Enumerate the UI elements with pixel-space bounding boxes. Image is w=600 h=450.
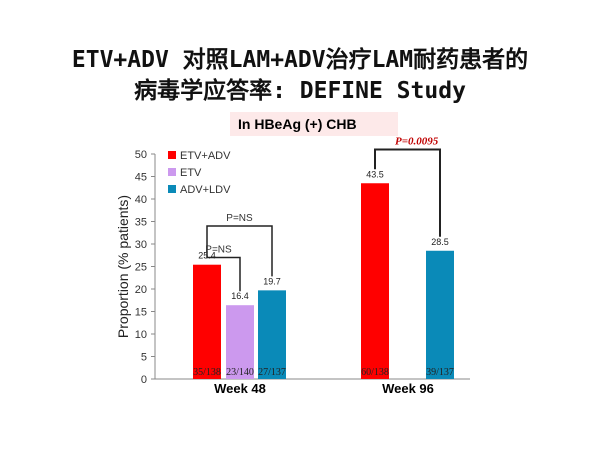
legend-swatch bbox=[168, 151, 176, 159]
significance-bracket bbox=[374, 148, 441, 237]
bar-value-label: 28.5 bbox=[431, 237, 449, 247]
chart-subtitle: In HBeAg (+) CHB bbox=[230, 112, 398, 136]
y-tick-label: 50 bbox=[135, 149, 147, 161]
bar-count-label: 27/137 bbox=[258, 367, 286, 378]
y-tick-label: 25 bbox=[135, 262, 147, 274]
significance-bracket bbox=[206, 250, 241, 292]
legend-label: ETV bbox=[180, 167, 202, 179]
bar-etv-adv-week-96 bbox=[361, 183, 389, 379]
bar-count-label: 35/138 bbox=[193, 367, 221, 378]
y-tick-label: 5 bbox=[141, 352, 147, 364]
y-tick-label: 30 bbox=[135, 239, 147, 251]
bar-count-label: 23/140 bbox=[226, 367, 254, 378]
y-tick-label: 0 bbox=[141, 374, 147, 386]
bar-adv-ldv-week-96 bbox=[426, 250, 454, 379]
chart-legend: ETV+ADV ETV ADV+LDV bbox=[168, 150, 231, 196]
legend-swatch bbox=[168, 185, 176, 193]
y-tick-label: 15 bbox=[135, 307, 147, 319]
bar-value-label: 16.4 bbox=[231, 291, 249, 301]
legend-label: ETV+ADV bbox=[180, 150, 231, 162]
legend-swatch bbox=[168, 168, 176, 176]
legend-label: ADV+LDV bbox=[180, 184, 231, 196]
p-value-label: P=NS bbox=[205, 245, 232, 256]
y-axis-label: Proportion (% patients) bbox=[115, 195, 131, 338]
bar-series bbox=[193, 183, 454, 379]
y-tick-label: 20 bbox=[135, 284, 147, 296]
y-tick-label: 10 bbox=[135, 329, 147, 341]
bar-adv-ldv-week-48 bbox=[258, 290, 286, 379]
x-group-label: Week 48 bbox=[214, 381, 266, 396]
p-value-label: P=NS bbox=[226, 213, 253, 224]
slide-title-line-2: 病毒学应答率: DEFINE Study bbox=[134, 78, 466, 104]
bar-count-label: 60/138 bbox=[361, 367, 389, 378]
slide-title-line-1: ETV+ADV 对照LAM+ADV治疗LAM耐药患者的 bbox=[71, 47, 529, 73]
bar-count-label: 39/137 bbox=[426, 367, 454, 378]
x-axis-group-labels: Week 48 Week 96 bbox=[214, 381, 434, 396]
bar-etv-week-48 bbox=[226, 305, 254, 379]
bar-etv-adv-week-48 bbox=[193, 264, 221, 379]
y-tick-label: 35 bbox=[135, 217, 147, 229]
p-value-label: P=0.0095 bbox=[395, 136, 439, 148]
y-axis-ticks: 0 5 10 15 20 25 30 35 40 45 50 bbox=[135, 149, 155, 386]
significance-brackets: P=NS P=NS P=0.0095 bbox=[205, 136, 441, 292]
bar-value-label: 19.7 bbox=[263, 276, 281, 286]
x-group-label: Week 96 bbox=[382, 381, 434, 396]
y-tick-label: 45 bbox=[135, 172, 147, 184]
bar-value-label: 43.5 bbox=[366, 169, 384, 179]
significance-bracket bbox=[206, 225, 273, 277]
y-tick-label: 40 bbox=[135, 194, 147, 206]
